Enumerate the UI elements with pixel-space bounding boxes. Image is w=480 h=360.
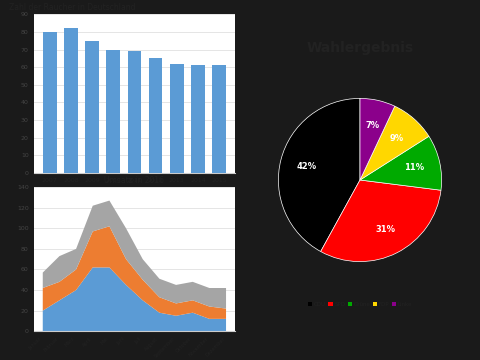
Text: 9%: 9%: [390, 134, 404, 143]
Bar: [128, 51, 141, 173]
Bar: [107, 50, 120, 173]
Text: 42%: 42%: [296, 162, 316, 171]
Wedge shape: [321, 180, 441, 262]
Wedge shape: [360, 136, 442, 190]
Bar: [64, 28, 78, 173]
Text: 11%: 11%: [404, 163, 424, 172]
Text: 31%: 31%: [375, 225, 395, 234]
Bar: [212, 66, 226, 173]
Title: Wahlergebnis: Wahlergebnis: [306, 41, 414, 55]
Bar: [170, 64, 184, 173]
Bar: [85, 41, 99, 173]
Text: Zahl der Raucher in Deutschland: Zahl der Raucher in Deutschland: [10, 3, 136, 12]
Wedge shape: [278, 98, 360, 252]
Legend: CDU, SPD, Grüne, FDP, Linke: CDU, SPD, Grüne, FDP, Linke: [306, 300, 414, 309]
Bar: [43, 32, 57, 173]
Bar: [149, 58, 162, 173]
Wedge shape: [360, 106, 429, 180]
Text: 7%: 7%: [365, 121, 379, 130]
Bar: [191, 66, 205, 173]
Title: Umsatz in 2016: Umsatz in 2016: [105, 176, 164, 185]
Wedge shape: [360, 98, 395, 180]
